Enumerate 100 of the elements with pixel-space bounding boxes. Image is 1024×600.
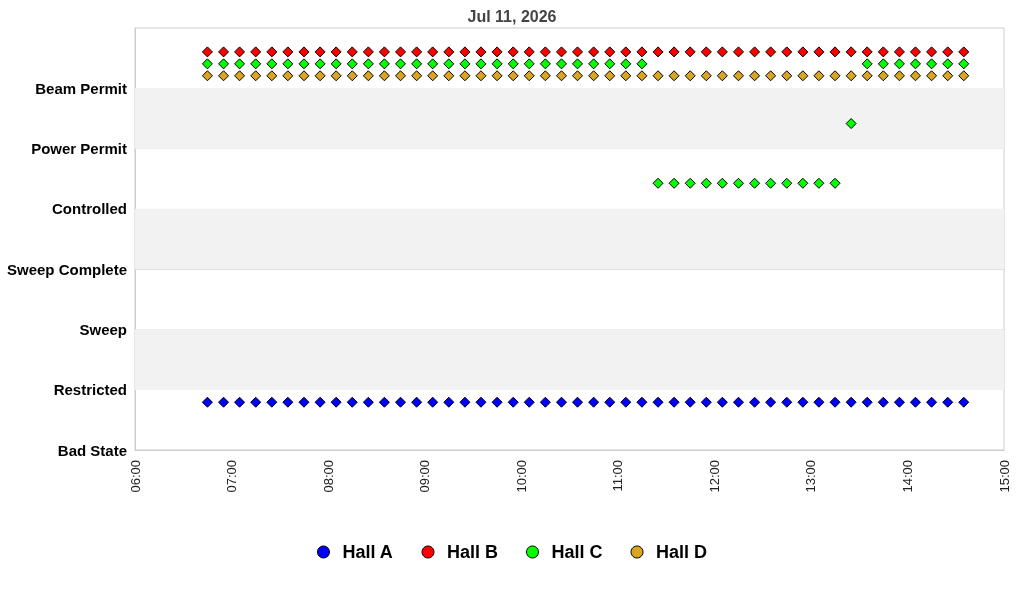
point — [266, 58, 278, 70]
point — [201, 396, 213, 408]
point — [845, 396, 857, 408]
x-tick-label: 07:00 — [224, 460, 240, 493]
point — [411, 46, 423, 58]
point — [700, 46, 712, 58]
point — [861, 396, 873, 408]
point — [765, 46, 777, 58]
point — [909, 70, 921, 82]
point — [652, 177, 664, 189]
point — [909, 58, 921, 70]
point — [523, 70, 535, 82]
point — [443, 396, 455, 408]
point — [459, 70, 471, 82]
point — [668, 177, 680, 189]
point — [282, 46, 294, 58]
point — [829, 70, 841, 82]
point — [395, 396, 407, 408]
point — [475, 70, 487, 82]
point — [443, 58, 455, 70]
point — [411, 396, 423, 408]
point — [539, 58, 551, 70]
x-tick-label: 09:00 — [417, 460, 433, 493]
point — [684, 46, 696, 58]
point — [523, 46, 535, 58]
category-label: Controlled — [52, 200, 127, 218]
point — [813, 70, 825, 82]
point — [330, 58, 342, 70]
legend-label: Hall D — [656, 542, 708, 562]
point — [700, 396, 712, 408]
point — [346, 58, 358, 70]
point — [604, 396, 616, 408]
point — [378, 58, 390, 70]
point — [732, 177, 744, 189]
point — [652, 46, 664, 58]
point — [201, 46, 213, 58]
point — [781, 70, 793, 82]
point — [346, 396, 358, 408]
point — [523, 396, 535, 408]
point — [250, 70, 262, 82]
point — [716, 396, 728, 408]
point — [781, 46, 793, 58]
point — [797, 46, 809, 58]
point — [378, 396, 390, 408]
point — [893, 70, 905, 82]
point — [362, 396, 374, 408]
point — [314, 58, 326, 70]
point — [781, 396, 793, 408]
point — [234, 46, 246, 58]
point — [395, 58, 407, 70]
point — [282, 70, 294, 82]
point — [604, 46, 616, 58]
point — [797, 70, 809, 82]
point — [330, 70, 342, 82]
point — [266, 46, 278, 58]
point — [813, 46, 825, 58]
point — [926, 70, 938, 82]
x-tick-label: 15:00 — [996, 460, 1012, 493]
point — [909, 396, 921, 408]
point — [877, 396, 889, 408]
point — [539, 46, 551, 58]
point — [443, 70, 455, 82]
point — [218, 70, 230, 82]
category-label: Sweep Complete — [6, 260, 127, 278]
point — [411, 70, 423, 82]
point — [942, 396, 954, 408]
point — [234, 70, 246, 82]
category-label: Beam Permit — [35, 79, 127, 97]
point — [684, 396, 696, 408]
point — [765, 396, 777, 408]
point — [539, 70, 551, 82]
point — [732, 70, 744, 82]
point — [588, 58, 600, 70]
point — [829, 177, 841, 189]
point — [861, 70, 873, 82]
point — [378, 46, 390, 58]
point — [491, 58, 503, 70]
point — [604, 70, 616, 82]
point — [942, 58, 954, 70]
point — [765, 70, 777, 82]
legend-label: Hall A — [342, 542, 393, 562]
point — [716, 46, 728, 58]
point — [909, 46, 921, 58]
point — [749, 70, 761, 82]
point — [732, 396, 744, 408]
point — [266, 70, 278, 82]
point — [765, 177, 777, 189]
point — [555, 70, 567, 82]
point — [459, 396, 471, 408]
point — [926, 396, 938, 408]
point — [588, 396, 600, 408]
point — [781, 177, 793, 189]
point — [234, 58, 246, 70]
point — [395, 46, 407, 58]
point — [507, 70, 519, 82]
point — [958, 70, 970, 82]
point — [652, 396, 664, 408]
x-tick-label: 11:00 — [610, 460, 626, 492]
point — [475, 58, 487, 70]
point — [668, 46, 680, 58]
